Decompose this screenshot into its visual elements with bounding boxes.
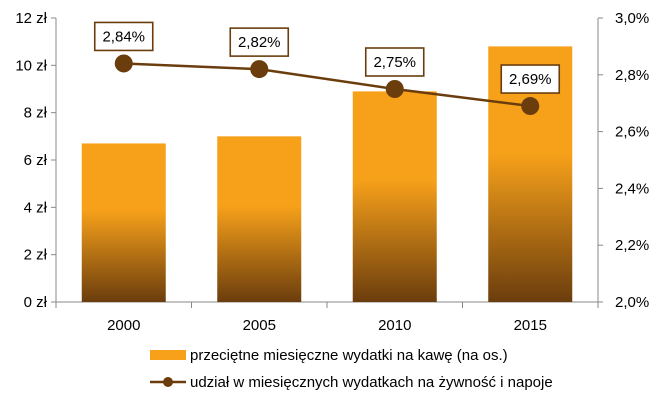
y-right-tick-label: 2,6% xyxy=(615,124,649,141)
y-right-tick-label: 2,4% xyxy=(615,180,649,197)
y-right-tick-label: 2,0% xyxy=(615,294,649,311)
y-right-tick-label: 2,8% xyxy=(615,67,649,84)
y-left-tick-label: 2 zł xyxy=(24,247,48,264)
y-left-tick-label: 0 zł xyxy=(24,294,48,311)
y-left-tick-label: 4 zł xyxy=(24,199,48,216)
bar xyxy=(217,136,302,302)
y-left-tick-label: 10 zł xyxy=(15,57,47,74)
data-label: 2,84% xyxy=(102,28,145,45)
y-right-tick-label: 2,2% xyxy=(615,237,649,254)
line-point xyxy=(521,97,540,116)
legend: przeciętne miesięczne wydatki na kawę (n… xyxy=(150,347,553,391)
data-label: 2,69% xyxy=(509,71,552,88)
bar xyxy=(81,143,166,302)
legend-swatch-bar xyxy=(150,350,186,360)
y-left-tick-label: 8 zł xyxy=(24,105,48,122)
y-left-tick-label: 12 zł xyxy=(15,10,47,27)
bar xyxy=(352,91,437,302)
data-label-box xyxy=(364,47,425,77)
legend-marker-line xyxy=(163,377,173,387)
line-point xyxy=(114,54,133,73)
legend-label-line: udział w miesięcznych wydatkach na żywno… xyxy=(190,374,553,391)
series-line xyxy=(123,62,531,108)
bar-series xyxy=(81,46,573,303)
data-label: 2,75% xyxy=(373,54,416,71)
x-tick-label: 2005 xyxy=(243,317,276,334)
line-series xyxy=(114,54,540,116)
line-point xyxy=(250,60,269,79)
x-tick-label: 2000 xyxy=(107,317,140,334)
y-right-tick-label: 3,0% xyxy=(615,10,649,27)
x-tick-label: 2010 xyxy=(378,317,411,334)
axes: 0 zł 2 zł 4 zł 6 zł 8 zł 10 zł 12 zł 2,0% 2,2% 2,… xyxy=(15,10,649,334)
data-label-box xyxy=(500,64,561,94)
data-labels: 2,84% 2,82% 2,75% 2,69% xyxy=(93,21,561,94)
y-left-tick-label: 6 zł xyxy=(24,152,48,169)
line-point xyxy=(385,80,404,98)
legend-label-bar: przeciętne miesięczne wydatki na kawę (n… xyxy=(190,347,508,364)
data-label: 2,82% xyxy=(238,34,281,51)
x-tick-label: 2015 xyxy=(514,317,547,334)
data-label-box xyxy=(93,21,154,52)
data-label-box xyxy=(229,27,290,57)
